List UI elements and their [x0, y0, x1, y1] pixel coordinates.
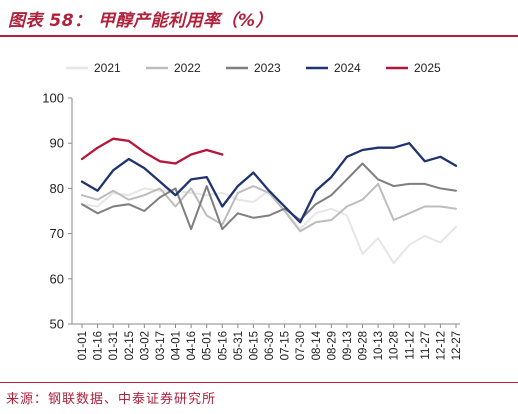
- axes: 50 60 70 80 90 100 01-01 01-16 01-31 02-15 03-02 03…: [42, 91, 463, 361]
- x-tick-label: 05-01: [202, 331, 214, 360]
- y-tick-label: 70: [50, 226, 64, 241]
- legend-label-2024: 2024: [334, 61, 361, 75]
- x-tick-label: 09-28: [358, 331, 370, 360]
- x-tick-label: 01-01: [77, 331, 89, 360]
- x-tick-label: 12-27: [451, 331, 463, 360]
- footer-divider: [0, 382, 518, 383]
- x-tick-label: 04-16: [186, 331, 198, 360]
- y-tick-label: 100: [42, 91, 64, 106]
- series-line-2025: [80, 137, 224, 165]
- legend-label-2025: 2025: [414, 61, 441, 75]
- line-chart: 2021 2022 2023 2024 2025 50 60 70 80 90 100 01-01 0…: [42, 61, 463, 361]
- x-tick-label: 08-29: [326, 331, 338, 360]
- x-tick-label: 03-02: [139, 331, 151, 360]
- x-tick-label: 07-15: [280, 331, 292, 360]
- x-tick-label: 05-31: [233, 331, 245, 360]
- series-line-2024: [80, 142, 458, 224]
- x-tick-label: 02-15: [124, 331, 136, 360]
- series-line-2022: [81, 182, 457, 233]
- x-tick-label: 07-30: [295, 331, 307, 360]
- x-tick-label: 11-12: [404, 331, 416, 360]
- x-tick-label: 11-27: [420, 331, 432, 360]
- x-tick-label: 10-13: [373, 331, 385, 360]
- x-tick-label: 03-17: [155, 331, 167, 360]
- series-lines: [80, 137, 458, 264]
- y-tick-label: 80: [50, 181, 64, 196]
- x-tick-label: 01-16: [93, 331, 105, 360]
- title-divider: [0, 35, 518, 37]
- x-tick-label: 12-12: [435, 331, 447, 360]
- legend-label-2022: 2022: [174, 61, 201, 75]
- source-note: 来源：钢联数据、中泰证券研究所: [6, 392, 217, 407]
- series-line-2021: [81, 187, 457, 264]
- legend-label-2023: 2023: [254, 61, 281, 75]
- chart-title: 图表 58： 甲醇产能利用率（%）: [8, 11, 274, 31]
- x-tick-label: 08-14: [311, 330, 323, 360]
- x-tick-label: 05-16: [217, 331, 229, 360]
- x-tick-label: 06-15: [248, 331, 260, 360]
- series-line-2023: [81, 162, 457, 231]
- legend-label-2021: 2021: [94, 61, 121, 75]
- x-tick-label: 04-01: [171, 331, 183, 360]
- y-tick-label: 90: [50, 136, 64, 151]
- y-tick-label: 50: [50, 317, 64, 332]
- x-tick-label: 10-28: [389, 331, 401, 360]
- y-tick-label: 60: [50, 271, 64, 286]
- x-tick-label: 09-13: [342, 331, 354, 360]
- x-tick-label: 01-31: [108, 331, 120, 360]
- x-tick-label: 06-30: [264, 331, 276, 360]
- legend: 2021 2022 2023 2024 2025: [66, 61, 441, 75]
